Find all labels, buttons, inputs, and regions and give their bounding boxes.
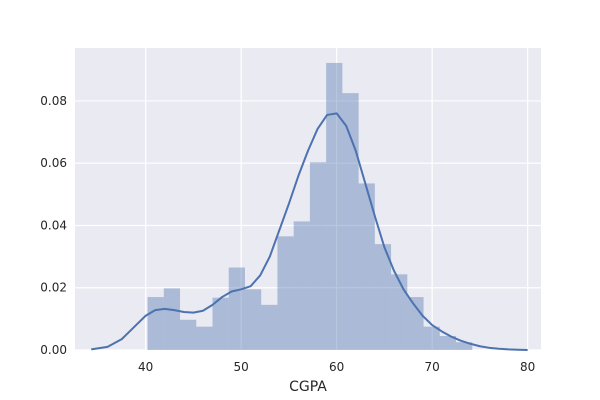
kde-curve	[91, 112, 528, 351]
histogram-bar	[147, 297, 164, 350]
y-tick-label: 0.02	[40, 281, 67, 295]
histogram-bar	[212, 297, 229, 350]
x-tick-label: 70	[424, 360, 439, 374]
x-axis-label: CGPA	[289, 379, 327, 395]
histogram-bar	[439, 335, 457, 350]
histogram-bar	[261, 304, 278, 350]
histogram-bar	[342, 93, 359, 350]
x-tick-label: 80	[520, 360, 535, 374]
y-tick-label: 0.06	[40, 156, 67, 170]
histogram-bar	[358, 183, 375, 350]
histogram-bar	[277, 236, 294, 350]
histogram-bar	[244, 289, 262, 350]
histogram-bar	[196, 326, 213, 350]
histogram-bar	[309, 162, 327, 350]
histogram-bar	[456, 342, 473, 350]
histogram-bar	[423, 326, 440, 350]
histogram-bar	[228, 267, 245, 350]
x-tick-label: 60	[329, 360, 344, 374]
grid-lines	[75, 48, 541, 351]
y-tick-label: 0.00	[40, 343, 67, 357]
plot-area	[75, 48, 541, 350]
x-tick-label: 50	[234, 360, 249, 374]
histogram-bar	[374, 244, 392, 350]
histogram-bar	[163, 288, 181, 350]
histogram-bar	[180, 319, 197, 350]
x-tick-label: 40	[138, 360, 153, 374]
x-axis-ticks: 40 50 60 70 80	[138, 360, 535, 374]
y-axis-ticks: 0.00 0.02 0.04 0.06 0.08	[40, 94, 67, 357]
histogram-bar	[293, 221, 310, 350]
y-tick-label: 0.08	[40, 94, 67, 108]
histogram-bar	[391, 274, 408, 350]
histogram-bar	[326, 62, 343, 350]
y-tick-label: 0.04	[40, 218, 67, 232]
